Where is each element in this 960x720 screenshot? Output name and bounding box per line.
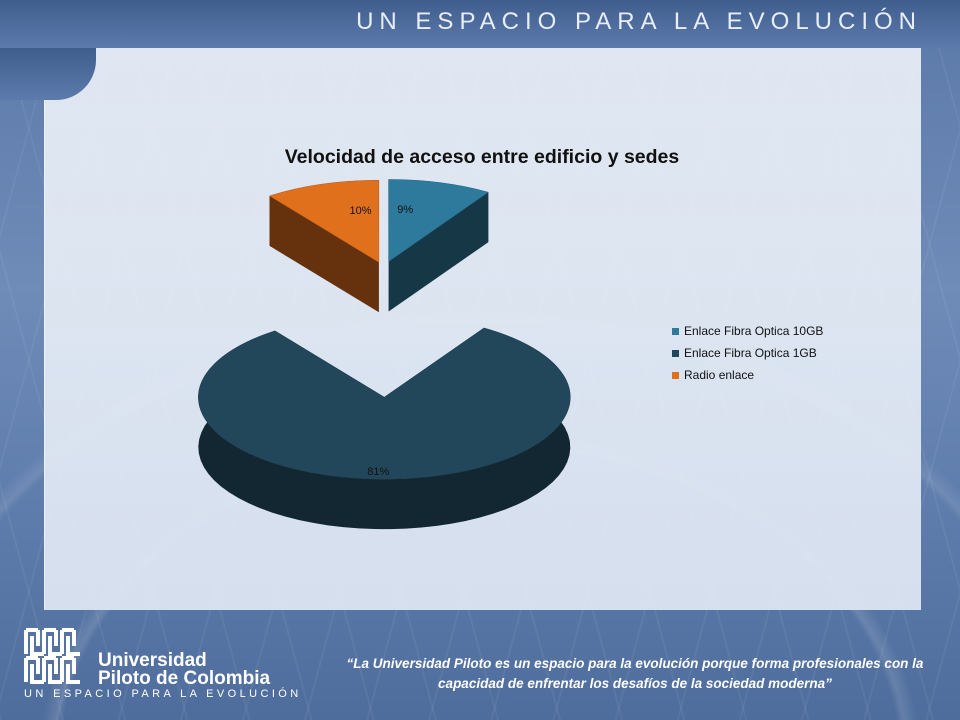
pie-slice-2 <box>198 327 571 480</box>
data-label-2: 81% <box>367 466 389 478</box>
pie-slice-1 <box>388 179 489 262</box>
header-title: UN ESPACIO PARA LA EVOLUCIÓN <box>356 8 922 35</box>
pie-slice-edge <box>388 192 489 312</box>
header-band: UN ESPACIO PARA LA EVOLUCIÓN <box>0 0 960 48</box>
legend-swatch <box>672 327 679 335</box>
legend-item-10gb: Enlace Fibra Optica 10GB <box>672 320 823 342</box>
legend-label: Enlace Fibra Optica 10GB <box>684 324 824 338</box>
quote-line-2: capacidad de enfrentar los desafíos de l… <box>438 676 832 691</box>
pie-slices <box>198 179 571 530</box>
university-name: Universidad Piloto de Colombia <box>98 650 271 689</box>
university-name-line1: Universidad <box>98 650 207 671</box>
university-logo-icon <box>24 628 80 684</box>
legend-item-radio: Radio enlace <box>672 364 823 386</box>
data-label-3: 10% <box>349 205 371 217</box>
legend-swatch <box>672 371 679 379</box>
data-label-1: 9% <box>397 204 413 216</box>
university-tagline: UN ESPACIO PARA LA EVOLUCIÓN <box>24 688 302 700</box>
university-name-line2: Piloto de Colombia <box>98 668 271 689</box>
pie-slice-edge <box>269 195 379 313</box>
pie-slice-3 <box>268 180 380 263</box>
legend-item-1gb: Enlace Fibra Optica 1GB <box>672 342 823 364</box>
legend-swatch <box>672 349 679 357</box>
quote-line-1: “La Universidad Piloto es un espacio par… <box>346 656 924 671</box>
legend-label: Enlace Fibra Optica 1GB <box>684 346 817 360</box>
footer-quote: “La Universidad Piloto es un espacio par… <box>330 654 940 694</box>
chart-title: Velocidad de acceso entre edificio y sed… <box>284 146 680 168</box>
chart-legend: Enlace Fibra Optica 10GB Enlace Fibra Op… <box>672 320 823 386</box>
pie-slice-wall <box>198 327 571 530</box>
panel-corner-decoration <box>0 48 96 100</box>
legend-label: Radio enlace <box>684 368 755 382</box>
